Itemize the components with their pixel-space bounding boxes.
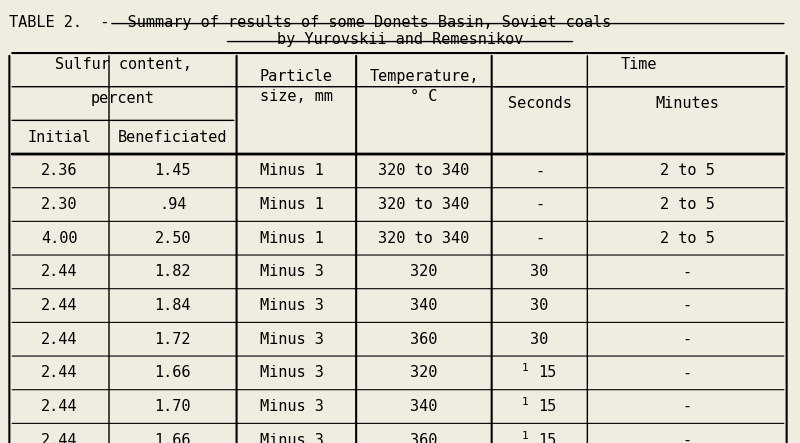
Text: -: -	[682, 399, 691, 414]
Text: 1.72: 1.72	[154, 332, 191, 347]
Text: Time: Time	[621, 57, 658, 72]
Text: percent: percent	[91, 91, 155, 106]
Text: 1: 1	[522, 363, 529, 373]
Text: Minus 3: Minus 3	[261, 433, 324, 443]
Text: 30: 30	[530, 264, 549, 280]
Text: 15: 15	[538, 399, 557, 414]
Text: 2.30: 2.30	[41, 197, 78, 212]
Text: 1.66: 1.66	[154, 433, 191, 443]
Text: -: -	[535, 163, 544, 179]
Text: .94: .94	[159, 197, 186, 212]
Text: 15: 15	[538, 433, 557, 443]
Text: 360: 360	[410, 332, 438, 347]
Text: Minus 3: Minus 3	[261, 399, 324, 414]
Text: 2 to 5: 2 to 5	[660, 231, 714, 246]
Text: 320 to 340: 320 to 340	[378, 231, 470, 246]
Text: 1: 1	[522, 397, 529, 407]
Text: Initial: Initial	[27, 130, 91, 145]
Text: 320: 320	[410, 264, 438, 280]
Text: 1.82: 1.82	[154, 264, 191, 280]
Text: 1: 1	[522, 431, 529, 441]
Text: -: -	[682, 332, 691, 347]
Text: 2.44: 2.44	[41, 433, 78, 443]
Text: Minus 3: Minus 3	[261, 298, 324, 313]
Text: Minus 1: Minus 1	[261, 163, 324, 179]
Text: 2.44: 2.44	[41, 365, 78, 381]
Text: Beneficiated: Beneficiated	[118, 130, 227, 145]
Text: 320 to 340: 320 to 340	[378, 197, 470, 212]
Text: 30: 30	[530, 332, 549, 347]
Text: 360: 360	[410, 433, 438, 443]
Text: Seconds: Seconds	[507, 96, 571, 111]
Text: 1.66: 1.66	[154, 365, 191, 381]
Text: 340: 340	[410, 399, 438, 414]
Text: TABLE 2.  -  Summary of results of some Donets Basin, Soviet coals: TABLE 2. - Summary of results of some Do…	[10, 15, 612, 30]
Text: Minus 3: Minus 3	[261, 264, 324, 280]
Text: Sulfur content,: Sulfur content,	[54, 57, 191, 72]
Text: 1.84: 1.84	[154, 298, 191, 313]
Text: -: -	[682, 433, 691, 443]
Text: 2.36: 2.36	[41, 163, 78, 179]
Text: 2 to 5: 2 to 5	[660, 163, 714, 179]
Text: Minus 1: Minus 1	[261, 231, 324, 246]
Text: 2.44: 2.44	[41, 298, 78, 313]
Text: 320: 320	[410, 365, 438, 381]
Text: 15: 15	[538, 365, 557, 381]
Text: Minus 3: Minus 3	[261, 332, 324, 347]
Text: Temperature,
° C: Temperature, ° C	[369, 69, 478, 104]
Text: by Yurovskii and Remesnikov: by Yurovskii and Remesnikov	[277, 32, 523, 47]
Text: 2.44: 2.44	[41, 264, 78, 280]
Text: -: -	[682, 365, 691, 381]
Text: 2.44: 2.44	[41, 399, 78, 414]
Text: Particle
size, mm: Particle size, mm	[260, 69, 333, 104]
Text: Minutes: Minutes	[655, 96, 719, 111]
Text: Minus 1: Minus 1	[261, 197, 324, 212]
Text: -: -	[682, 298, 691, 313]
Text: 2.50: 2.50	[154, 231, 191, 246]
Text: -: -	[535, 231, 544, 246]
Text: -: -	[682, 264, 691, 280]
Text: 320 to 340: 320 to 340	[378, 163, 470, 179]
Text: 2.44: 2.44	[41, 332, 78, 347]
Text: Minus 3: Minus 3	[261, 365, 324, 381]
Text: 30: 30	[530, 298, 549, 313]
Text: 1.70: 1.70	[154, 399, 191, 414]
Text: 4.00: 4.00	[41, 231, 78, 246]
Text: 2 to 5: 2 to 5	[660, 197, 714, 212]
Text: -: -	[535, 197, 544, 212]
Text: 1.45: 1.45	[154, 163, 191, 179]
Text: 340: 340	[410, 298, 438, 313]
